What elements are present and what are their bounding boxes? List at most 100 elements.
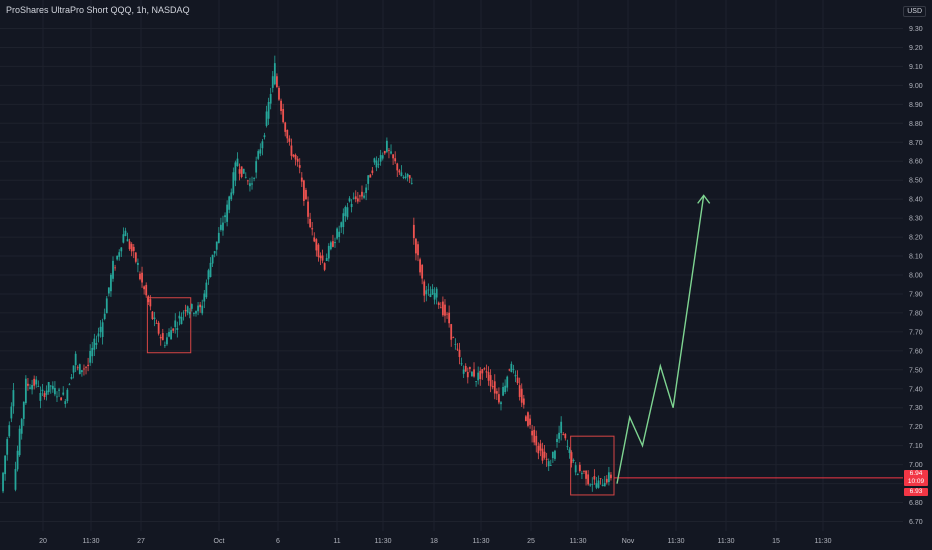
candle-body [442, 301, 444, 316]
candle-body [319, 255, 322, 259]
candle-body [429, 293, 432, 298]
candle-body [193, 313, 195, 314]
candle-body [182, 312, 185, 314]
candle-body [332, 241, 334, 247]
candle-body [510, 363, 513, 372]
candle-body [163, 345, 166, 347]
x-tick-label: 18 [430, 538, 438, 545]
candle-body [307, 201, 309, 217]
candle-body [315, 239, 318, 251]
candle-body [599, 478, 602, 480]
x-tick-label: 27 [137, 538, 145, 545]
candle-body [475, 381, 477, 382]
candle-body [583, 470, 585, 472]
candle-body [388, 150, 390, 151]
candle-body [70, 377, 73, 379]
currency-label[interactable]: USD [903, 6, 926, 17]
candle-body [276, 76, 278, 88]
candle-body [533, 429, 536, 443]
candle-body [412, 224, 415, 239]
candle-body [12, 390, 15, 407]
symbol-title[interactable]: ProShares UltraPro Short QQQ, 1h, NASDAQ [6, 5, 190, 15]
candle-body [601, 484, 604, 486]
y-tick-label: 8.40 [909, 197, 923, 204]
candle-body [466, 371, 469, 378]
candle-body [435, 288, 438, 298]
x-tick-label: 11:30 [375, 538, 392, 545]
candle-body [539, 443, 542, 451]
candle-body [325, 258, 328, 261]
y-tick-label: 8.20 [909, 235, 923, 242]
candle-body [54, 387, 56, 395]
candle-body [213, 251, 216, 254]
candle-body [147, 295, 150, 303]
x-tick-label: Oct [214, 538, 225, 545]
candle-body [290, 145, 293, 156]
candle-body [228, 196, 231, 210]
candle-body [498, 394, 500, 403]
candle-body [139, 273, 141, 280]
candle-body [404, 176, 407, 178]
candle-body [589, 484, 592, 486]
candle-body [471, 371, 473, 377]
y-tick-label: 7.60 [909, 348, 923, 355]
candle-body [45, 390, 48, 395]
candle-body [234, 162, 237, 181]
candle-body [504, 385, 507, 392]
candle-body [29, 387, 31, 389]
candle-body [31, 385, 33, 390]
candle-body [352, 197, 355, 199]
candle-body [522, 398, 525, 405]
candle-body [597, 480, 600, 488]
candle-body [558, 432, 560, 439]
candle-body [423, 281, 426, 296]
candle-body [483, 368, 486, 370]
candle-body [547, 461, 550, 467]
candle-body [313, 237, 316, 242]
y-tick-label: 7.00 [909, 462, 923, 469]
candle-body [402, 177, 405, 178]
candle-body [278, 87, 280, 100]
candle-body [130, 243, 133, 252]
candle-body [462, 369, 465, 374]
left-highlight-box [146, 297, 192, 354]
candle-body [116, 255, 119, 260]
candle-body [99, 326, 102, 333]
candle-body [172, 328, 175, 331]
candle-body [97, 333, 100, 337]
y-tick-label: 7.90 [909, 291, 923, 298]
candle-body [385, 140, 388, 152]
candle-body [141, 272, 143, 283]
candle-body [383, 151, 386, 154]
candle-body [363, 195, 365, 198]
candlestick-series [2, 55, 612, 494]
x-tick-label: 11:30 [473, 538, 490, 545]
candle-body [145, 284, 148, 296]
y-tick-label: 7.80 [909, 310, 923, 317]
candle-body [392, 154, 395, 159]
candle-body [527, 412, 529, 426]
y-tick-label: 8.60 [909, 159, 923, 166]
candle-body [356, 198, 359, 202]
candle-body [408, 175, 411, 179]
candle-body [302, 180, 305, 201]
candle-body [574, 465, 577, 473]
candle-body [263, 135, 266, 138]
candle-body [359, 195, 361, 197]
candle-body [508, 369, 511, 371]
candle-body [78, 364, 81, 374]
candle-body [556, 438, 558, 443]
candle-body [58, 389, 60, 391]
candle-body [37, 386, 40, 387]
candle-body [516, 377, 519, 384]
x-tick-label: 6 [276, 538, 280, 545]
candle-body [446, 313, 448, 315]
y-tick-label: 9.10 [909, 64, 923, 71]
y-tick-label: 9.00 [909, 83, 923, 90]
candle-body [444, 304, 446, 316]
candle-body [153, 317, 156, 320]
candle-body [452, 337, 455, 339]
candle-body [118, 252, 121, 257]
candle-body [93, 338, 96, 350]
